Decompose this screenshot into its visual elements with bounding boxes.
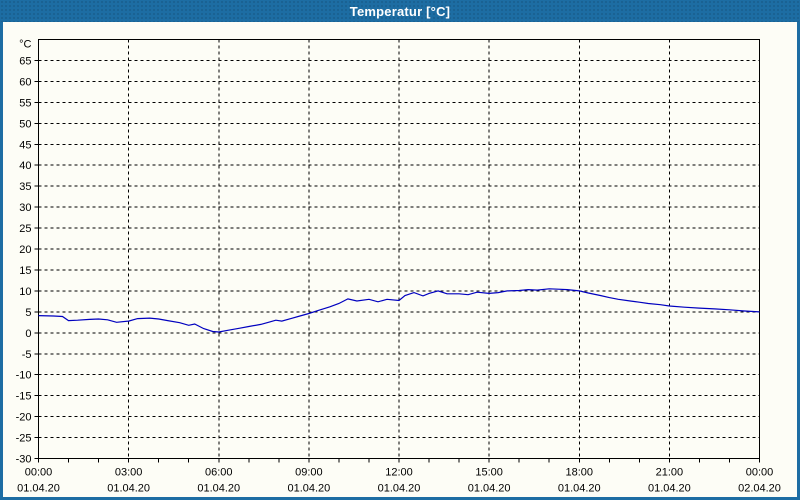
x-time-label: 06:00 bbox=[205, 467, 233, 479]
x-date-label: 01.04.20 bbox=[287, 483, 330, 495]
y-tick-label: 50 bbox=[19, 118, 31, 130]
x-time-label: 00:00 bbox=[25, 467, 53, 479]
y-tick-label: 60 bbox=[19, 76, 31, 88]
axis-labels: -30 -25 -20 -15 -10 -5 0 5 10 15 20 25 30 35 40 45 50 55 6… bbox=[16, 39, 781, 495]
y-tick-label: 35 bbox=[19, 181, 31, 193]
y-tick-label: 40 bbox=[19, 160, 31, 172]
x-time-label: 12:00 bbox=[385, 467, 413, 479]
y-tick-label: 15 bbox=[19, 265, 31, 277]
y-tick-label: 0 bbox=[25, 328, 31, 340]
axes bbox=[34, 39, 760, 463]
plot-frame bbox=[38, 39, 760, 459]
y-tick-label: -15 bbox=[16, 391, 32, 403]
x-time-label: 18:00 bbox=[565, 467, 593, 479]
x-time-label: 00:00 bbox=[746, 467, 774, 479]
x-time-label: 15:00 bbox=[475, 467, 503, 479]
y-tick-label: -20 bbox=[16, 412, 32, 424]
window-title: Temperatur [°C] bbox=[349, 3, 451, 19]
x-date-label: 01.04.20 bbox=[17, 483, 60, 495]
y-tick-label: 45 bbox=[19, 139, 31, 151]
y-tick-label: 30 bbox=[19, 202, 31, 214]
y-tick-label: 10 bbox=[19, 286, 31, 298]
y-tick-label: 20 bbox=[19, 244, 31, 256]
temperature-plot[interactable]: -30 -25 -20 -15 -10 -5 0 5 10 15 20 25 30 35 40 45 50 55 6… bbox=[3, 22, 797, 497]
y-tick-label: -10 bbox=[16, 370, 32, 382]
x-date-label: 01.04.20 bbox=[468, 483, 511, 495]
x-date-label: 01.04.20 bbox=[197, 483, 240, 495]
x-time-label: 03:00 bbox=[115, 467, 143, 479]
y-tick-label: -25 bbox=[16, 433, 32, 445]
gridlines bbox=[38, 39, 760, 459]
x-time-label: 09:00 bbox=[295, 467, 323, 479]
x-date-label: 02.04.20 bbox=[738, 483, 781, 495]
x-time-label: 21:00 bbox=[656, 467, 684, 479]
x-date-label: 01.04.20 bbox=[378, 483, 421, 495]
x-date-label: 01.04.20 bbox=[107, 483, 150, 495]
y-axis-unit-label: °C bbox=[19, 39, 31, 51]
window-titlebar[interactable]: Temperatur [°C] bbox=[0, 0, 800, 22]
y-tick-label: 25 bbox=[19, 223, 31, 235]
y-tick-label: -5 bbox=[22, 349, 32, 361]
y-tick-label: 65 bbox=[19, 55, 31, 67]
x-date-label: 01.04.20 bbox=[558, 483, 601, 495]
x-date-label: 01.04.20 bbox=[648, 483, 691, 495]
y-tick-label: 5 bbox=[25, 307, 31, 319]
y-tick-label: 55 bbox=[19, 97, 31, 109]
chart-content: -30 -25 -20 -15 -10 -5 0 5 10 15 20 25 30 35 40 45 50 55 6… bbox=[3, 22, 797, 497]
y-tick-label: -30 bbox=[16, 454, 32, 466]
temperature-line bbox=[38, 288, 760, 333]
